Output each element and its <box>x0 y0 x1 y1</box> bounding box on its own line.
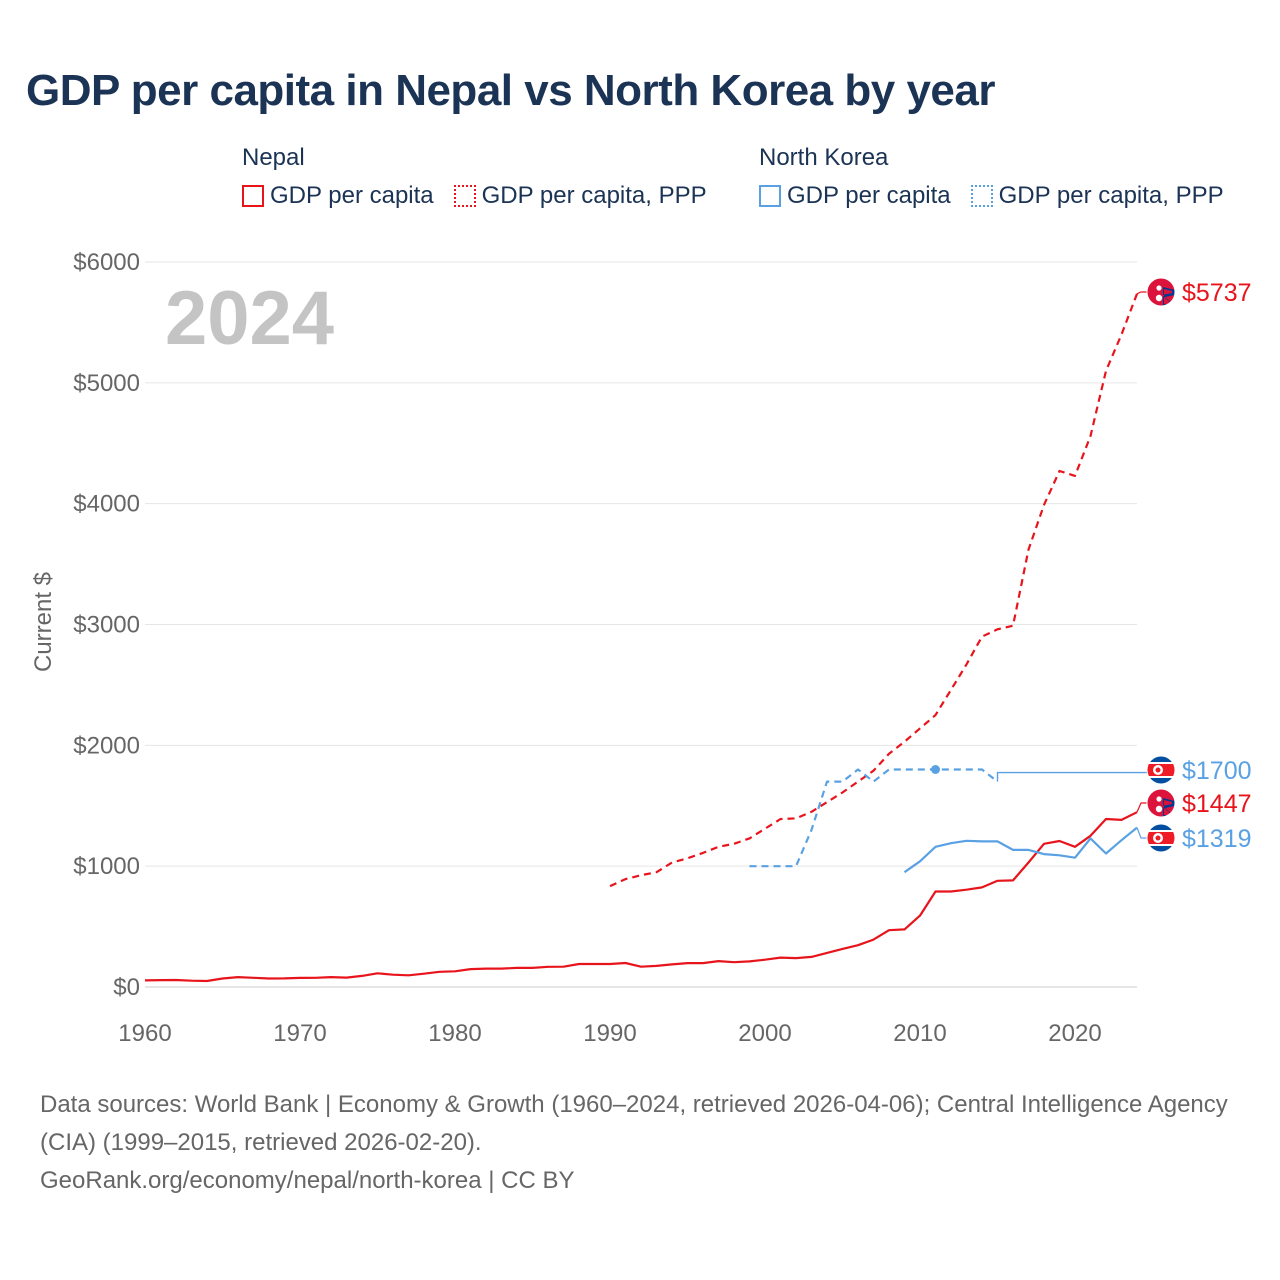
north-korea-flag-icon <box>1146 823 1176 853</box>
end-value-label: $1447 <box>1182 790 1252 818</box>
site-credit: GeoRank.org/economy/nepal/north-korea | … <box>40 1167 575 1194</box>
legend-group-nepal: Nepal GDP per capita GDP per capita, PPP <box>242 144 727 210</box>
legend-group-label: Nepal <box>242 144 305 171</box>
carry-forward-line <box>996 771 1147 782</box>
end-value-label: $1319 <box>1182 825 1252 853</box>
series-line <box>749 768 999 868</box>
end-value-label: $1700 <box>1182 757 1252 785</box>
y-tick-label: $2000 <box>73 732 140 759</box>
y-tick-label: $0 <box>113 974 140 1001</box>
y-tick-label: $3000 <box>73 612 140 639</box>
data-sources: Data sources: World Bank | Economy & Gro… <box>40 1091 1228 1156</box>
series <box>144 291 1147 983</box>
y-tick-label: $1000 <box>73 853 140 880</box>
legend-swatch <box>759 185 781 207</box>
legend-item-nepal-gdp[interactable]: GDP per capita <box>242 182 434 210</box>
legend-item-nepal-ppp[interactable]: GDP per capita, PPP <box>453 182 707 210</box>
y-tick-label: $5000 <box>73 370 140 397</box>
x-tick-label: 2010 <box>893 1020 946 1047</box>
x-tick-label: 1970 <box>273 1020 326 1047</box>
highlight-point <box>931 765 940 774</box>
y-tick-label: $4000 <box>73 491 140 518</box>
y-tick-label: $6000 <box>73 249 140 276</box>
leader-line <box>1136 291 1147 295</box>
nepal-flag-icon <box>1146 788 1176 818</box>
end-value-label: $5737 <box>1182 279 1252 307</box>
line-chart: $0 $1000 $2000 $3000 $4000 $5000 $6000 1960 1970… <box>30 249 1252 1047</box>
legend-swatch <box>970 185 993 207</box>
legend-item-label: GDP per capita <box>270 182 434 209</box>
x-tick-label: 1960 <box>118 1020 171 1047</box>
y-axis-label: Current $ <box>30 572 57 672</box>
year-label: 2024 <box>165 276 334 361</box>
x-tick-label: 2020 <box>1048 1020 1101 1047</box>
x-tick-label: 1980 <box>428 1020 481 1047</box>
nepal-flag-icon <box>1146 277 1176 307</box>
legend-item-nk-gdp[interactable]: GDP per capita <box>759 182 951 210</box>
legend-group-label: North Korea <box>759 144 889 171</box>
legend-item-label: GDP per capita, PPP <box>998 182 1224 209</box>
series-line <box>609 293 1139 888</box>
north-korea-flag-icon <box>1146 755 1176 785</box>
x-tick-label: 2000 <box>738 1020 791 1047</box>
legend-item-label: GDP per capita, PPP <box>481 182 707 209</box>
legend-swatch <box>453 185 476 207</box>
legend-item-label: GDP per capita <box>787 182 951 209</box>
series-line <box>144 811 1138 983</box>
series-line <box>903 826 1138 874</box>
legend-group-north-korea: North Korea GDP per capita GDP per capit… <box>759 144 1244 210</box>
x-tick-label: 1990 <box>583 1020 636 1047</box>
axes: $0 $1000 $2000 $3000 $4000 $5000 $6000 1960 1970… <box>73 249 1101 1047</box>
legend-swatch <box>242 185 264 207</box>
leader-line <box>1136 827 1147 839</box>
end-labels: $1447 $5737 $1319 $1700 <box>1146 277 1252 853</box>
chart-title: GDP per capita in Nepal vs North Korea b… <box>26 66 995 115</box>
footer: Data sources: World Bank | Economy & Gro… <box>40 1086 1240 1200</box>
grid <box>145 261 1137 988</box>
leader-line <box>1136 802 1147 813</box>
legend-item-nk-ppp[interactable]: GDP per capita, PPP <box>970 182 1224 210</box>
